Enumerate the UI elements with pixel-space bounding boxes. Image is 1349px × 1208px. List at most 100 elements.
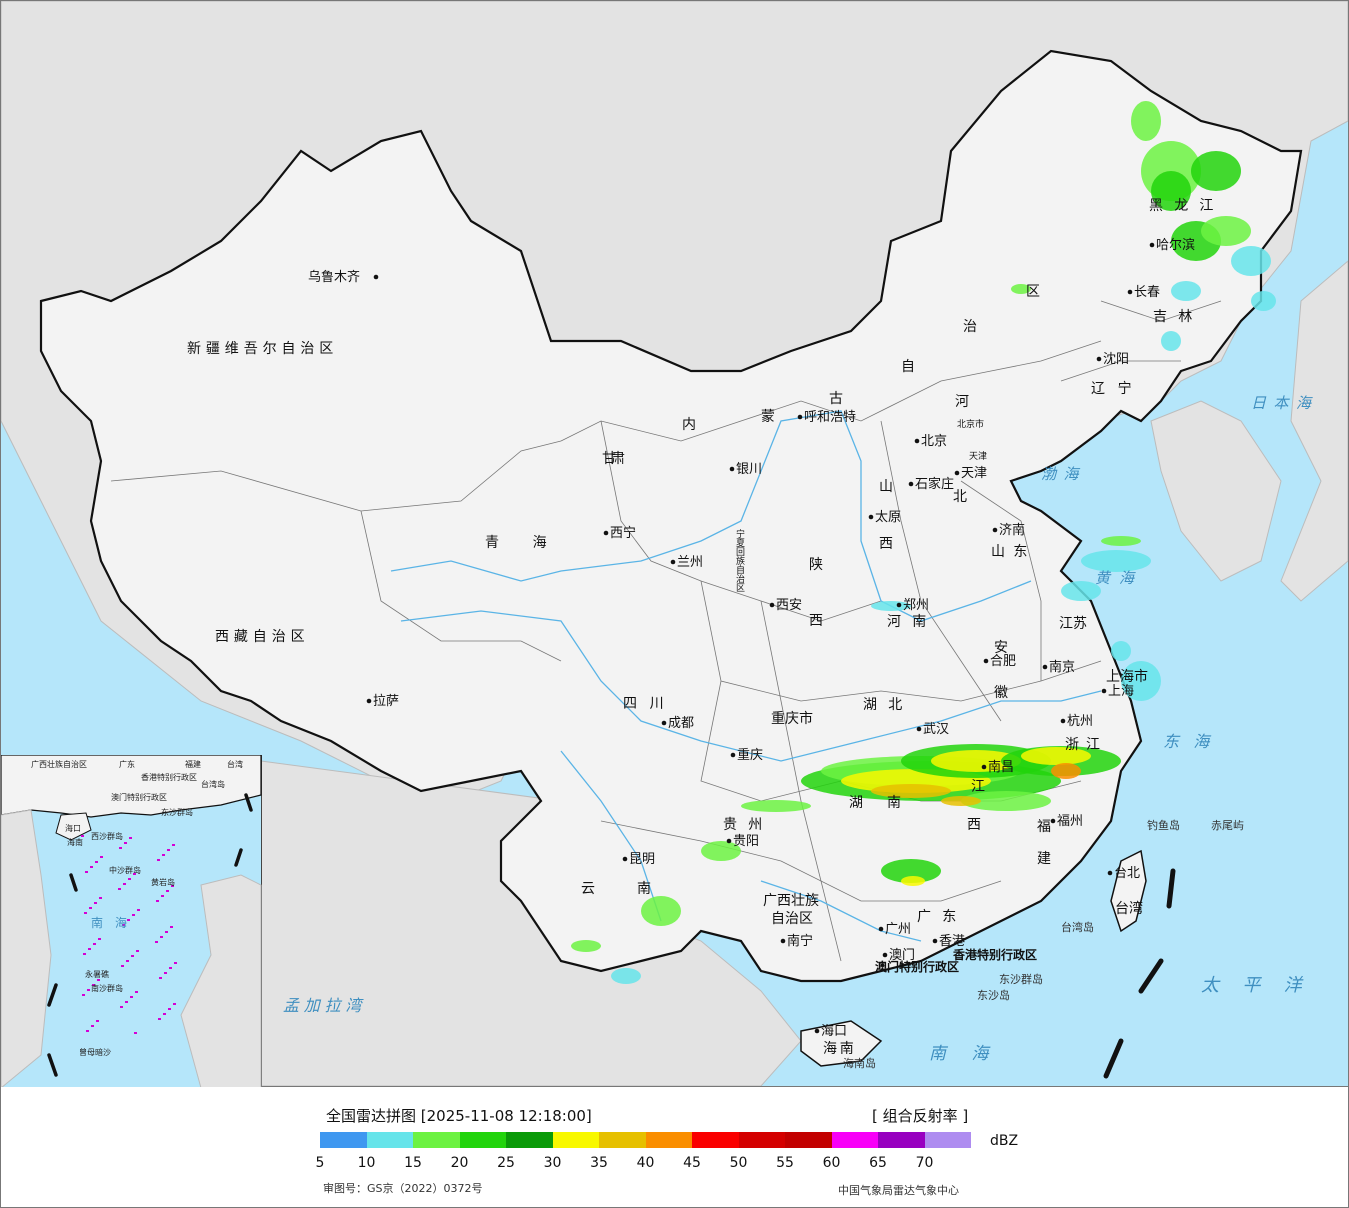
radar-echo — [961, 791, 1051, 811]
city-label: 杭州 — [1067, 714, 1093, 729]
city-marker — [1149, 242, 1155, 248]
inset-island-dot — [166, 890, 169, 892]
city-marker — [373, 274, 379, 280]
inset-island-dot — [167, 849, 170, 851]
city-label: 石家庄 — [915, 476, 954, 492]
inset-island-dot — [168, 1008, 171, 1010]
inset-island-dot — [156, 900, 159, 902]
scale-tick-label: 40 — [636, 1155, 655, 1171]
scale-swatch — [738, 1132, 785, 1148]
province-label: 山 — [879, 479, 893, 495]
province-label: 上海市 — [1106, 668, 1148, 685]
radar-echo — [1081, 550, 1151, 572]
inset-island-dot — [81, 835, 84, 837]
inset-label: 南沙群岛 — [91, 983, 123, 993]
inset-island-dot — [128, 878, 131, 880]
radar-echo — [701, 841, 741, 861]
city-label: 广州 — [885, 922, 911, 937]
scale-swatch — [552, 1132, 599, 1148]
city-label: 香港 — [939, 934, 965, 949]
city-label: 昆明 — [629, 852, 655, 867]
legend-title: 全国雷达拼图 [2025-11-08 12:18:00] — [326, 1107, 592, 1125]
agency-name: 中国气象局雷达气象中心 — [838, 1184, 959, 1197]
province-label: 澳门特别行政区 — [875, 959, 959, 974]
province-label: 安 — [994, 640, 1008, 656]
province-label: 蒙 — [761, 409, 775, 425]
province-label: 广西壮族 — [763, 893, 819, 909]
province-label: 宁夏回族自治区 — [734, 528, 745, 592]
city-label: 乌鲁木齐 — [308, 269, 360, 285]
inset-label: 黄岩岛 — [151, 877, 175, 887]
scale-tick-label: 65 — [869, 1155, 887, 1171]
radar-echo — [881, 859, 941, 883]
city-label: 兰州 — [677, 555, 703, 570]
radar-echo — [871, 601, 911, 611]
inset-island-dot — [132, 914, 135, 916]
scale-tick-label: 25 — [497, 1155, 515, 1171]
city-label: 北京 — [921, 434, 947, 449]
island-label: 海南岛 — [843, 1056, 876, 1070]
radar-echo — [901, 876, 925, 886]
inset-label: 广东 — [119, 759, 135, 769]
radar-echo — [931, 750, 1021, 772]
city-label: 成都 — [668, 716, 694, 731]
inset-island-dot — [95, 861, 98, 863]
sea-label: 孟加拉湾 — [283, 996, 366, 1015]
province-label: 四川 — [623, 696, 676, 712]
scale-tick-label: 55 — [776, 1155, 794, 1171]
sea-label: 日本海 — [1251, 394, 1319, 412]
province-label: 西 — [809, 613, 823, 629]
radar-echo — [571, 940, 601, 952]
radar-echo — [1231, 246, 1271, 276]
neighbor-land-korea — [1150, 400, 1282, 582]
inset-label: 南海 — [91, 915, 139, 930]
inset-island-dot — [97, 979, 100, 981]
inset-label: 永暑礁 — [85, 969, 109, 979]
scale-swatch — [692, 1132, 739, 1148]
radar-echo — [871, 784, 951, 798]
inset-neighbor-land — [1, 809, 52, 1088]
province-label: 北 — [953, 489, 967, 505]
city-label: 重庆 — [737, 747, 763, 763]
inset-island-dot — [98, 938, 101, 940]
province-label: 吉林 — [1153, 309, 1203, 325]
radar-echo — [1151, 171, 1191, 211]
inset-island-dot — [89, 907, 92, 909]
scale-swatch — [785, 1132, 832, 1148]
radar-echo — [1251, 291, 1276, 311]
scale-swatch — [459, 1132, 506, 1148]
hainan-island — [800, 1020, 883, 1067]
inset-island-dot — [82, 994, 85, 996]
radar-echo — [741, 800, 811, 812]
city-marker — [1127, 289, 1133, 295]
province-label: 海南 — [823, 1041, 857, 1057]
inset-island-dot — [119, 847, 122, 849]
inset-island-dot — [91, 1025, 94, 1027]
city-marker — [1101, 688, 1107, 694]
radar-echoes — [571, 101, 1276, 984]
city-label: 澳门 — [889, 947, 915, 963]
province-label: 西 — [967, 817, 981, 833]
inset-island-dot — [86, 1030, 89, 1032]
province-label: 内 — [682, 417, 696, 433]
inset-island-dot — [92, 984, 95, 986]
province-label: 天津 — [969, 451, 987, 462]
dash-line — [1103, 868, 1176, 1079]
inset-label: 台湾 — [227, 759, 243, 769]
province-label: 自 — [901, 359, 915, 375]
inset-island-dot — [127, 919, 130, 921]
city-label: 海口 — [821, 1024, 847, 1039]
province-label: 辽宁 — [1091, 380, 1144, 397]
scale-swatch — [831, 1132, 878, 1148]
province-label: 福 — [1037, 819, 1051, 835]
inset-label: 福建 — [185, 759, 201, 769]
city-marker — [983, 658, 989, 664]
city-marker — [932, 938, 938, 944]
radar-echo — [1101, 536, 1141, 546]
province-label: 建 — [1037, 851, 1051, 867]
inset-island-dot — [137, 909, 140, 911]
inset-island-dot — [174, 962, 177, 964]
radar-echo — [1191, 151, 1241, 191]
